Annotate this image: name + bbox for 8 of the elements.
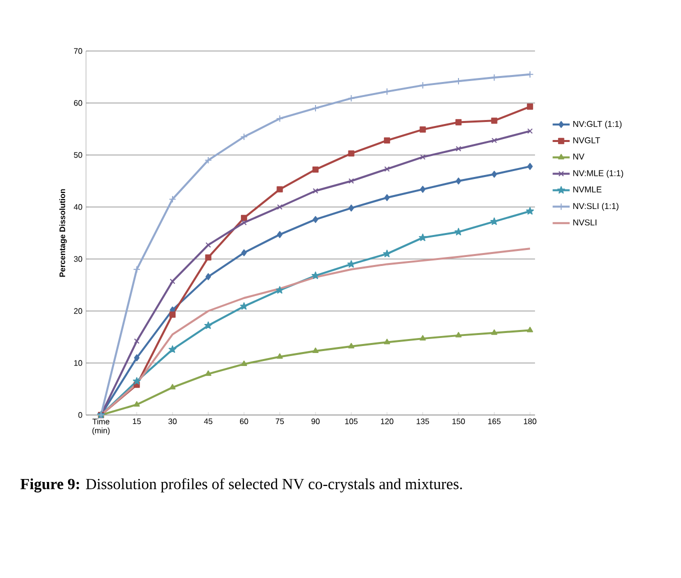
legend-label: NVGLT	[573, 137, 600, 144]
legend-label: NVSLI	[573, 219, 596, 226]
legend-label: NV:GLT (1:1)	[573, 120, 622, 129]
legend-label: NV:MLE (1:1)	[573, 170, 624, 178]
text: Figure 9: Dissolution profiles of selected NV co-crystals and mixtures.	[20, 478, 462, 492]
legend-label: NV	[573, 154, 584, 160]
legend-label: NV:SLI (1:1)	[573, 202, 618, 211]
legend-label: NVMLE	[573, 186, 602, 192]
